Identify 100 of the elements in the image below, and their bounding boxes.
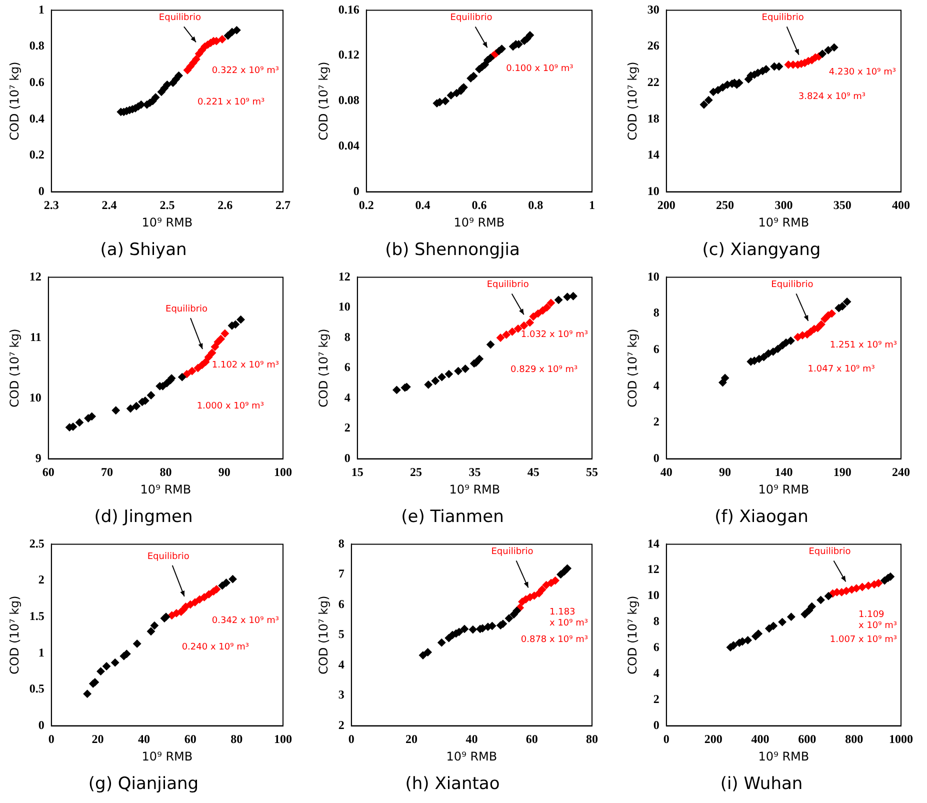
y-tick-label: 6 [653, 342, 660, 356]
x-axis-title: 10⁹ RMB [140, 482, 192, 497]
x-tick-label: 400 [892, 198, 910, 212]
y-axis-title: COD (10⁷ kg) [625, 596, 640, 674]
annotation: Equilibrio [486, 280, 530, 290]
x-axis-title: 10⁹ RMB [758, 216, 810, 230]
x-tick-label: 35 [468, 465, 481, 480]
y-axis-title: COD (10⁷ kg) [316, 596, 330, 674]
y-tick-label: 18 [647, 111, 660, 126]
y-axis-title: COD (10⁷ kg) [7, 328, 22, 408]
y-tick-label: 0 [38, 184, 44, 198]
y-tick-label: 14 [647, 536, 660, 550]
x-tick-label: 70 [101, 465, 114, 480]
x-tick-label: 2.4 [102, 198, 117, 212]
x-tick-label: 0.6 [472, 198, 487, 212]
y-tick-label: 12 [647, 562, 660, 576]
y-tick-label: 26 [647, 38, 660, 53]
annotation: Equilibrio [808, 547, 852, 558]
annotation: 3.824 x 10⁹ m³ [798, 92, 866, 102]
y-tick-label: 8 [344, 330, 350, 344]
y-tick-label: 0 [653, 450, 660, 465]
x-tick-label: 0 [663, 732, 670, 746]
y-tick-label: 10 [647, 588, 660, 602]
x-tick-label: 1000 [889, 732, 913, 746]
x-tick-label: 300 [774, 198, 793, 212]
x-tick-label: 45 [527, 465, 540, 480]
y-axis-title: COD (10⁷ kg) [625, 62, 640, 140]
x-tick-label: 80 [160, 465, 172, 480]
x-tick-label: 250 [716, 198, 734, 212]
text: (b) Shennongjia [385, 240, 520, 260]
y-tick-label: 0.8 [29, 38, 44, 53]
x-axis-title: 10⁹ RMB [449, 482, 500, 497]
y-tick-label: 0 [38, 718, 44, 732]
annotation: Equilibrio [147, 552, 190, 562]
annotation: Equilibrio [771, 280, 814, 290]
x-tick-label: 2.7 [276, 198, 290, 212]
y-tick-label: 8 [653, 306, 660, 320]
x-tick-label: 90 [218, 465, 230, 480]
x-tick-label: 240 [892, 465, 910, 480]
y-tick-label: 0.04 [338, 138, 360, 152]
annotation: Equilibrio [166, 304, 208, 314]
y-tick-label: 2 [653, 692, 660, 706]
text: (i) Wuhan [720, 774, 803, 794]
x-tick-label: 190 [833, 465, 852, 480]
text: (h) Xiantao [405, 774, 500, 794]
y-tick-label: 12 [29, 269, 42, 284]
y-tick-label: 10 [338, 300, 350, 314]
x-axis-title: 10⁹ RMB [454, 216, 505, 230]
annotation: 0.829 x 10⁹ m³ [510, 365, 578, 376]
x-tick-label: 100 [274, 465, 292, 480]
x-tick-label: 400 [751, 732, 770, 746]
y-tick-label: 0.6 [29, 74, 44, 89]
annotation: 1.000 x 10⁹ m³ [196, 401, 264, 412]
text: (f) Xiaogan [714, 507, 808, 528]
y-tick-label: 2 [344, 420, 350, 435]
y-tick-label: 10 [647, 269, 660, 284]
y-tick-label: 30 [647, 2, 660, 16]
annotation: 0.100 x 10⁹ m³ [506, 64, 574, 74]
x-tick-label: 80 [230, 732, 243, 746]
x-tick-label: 600 [798, 732, 816, 746]
text: (g) Qianjiang [88, 774, 199, 794]
x-tick-label: 90 [719, 465, 732, 480]
x-tick-label: 0.2 [358, 198, 374, 212]
y-tick-label: 4 [338, 657, 344, 672]
y-tick-label: 0.5 [29, 682, 44, 696]
y-tick-label: 6 [344, 360, 350, 374]
y-tick-label: 0 [653, 718, 660, 732]
y-tick-label: 0.16 [338, 2, 360, 16]
y-tick-label: 2.5 [29, 536, 44, 550]
x-tick-label: 40 [138, 732, 150, 746]
x-tick-label: 2.6 [218, 198, 233, 212]
x-tick-label: 60 [526, 732, 538, 746]
annotation: 4.230 x 10⁹ m³ [828, 67, 896, 78]
y-tick-label: 1 [38, 645, 44, 660]
x-tick-label: 140 [774, 465, 793, 480]
annotation: Equilibrio [491, 547, 534, 558]
y-axis-title: COD (10⁷ kg) [316, 328, 330, 408]
annotation: 0.342 x 10⁹ m³ [212, 616, 280, 626]
x-tick-label: 40 [466, 732, 478, 746]
y-tick-label: 12 [338, 269, 350, 284]
x-tick-label: 0.8 [528, 198, 544, 212]
y-tick-label: 4 [653, 378, 660, 392]
y-tick-label: 9 [35, 450, 42, 465]
text: (a) Shiyan [100, 240, 187, 260]
x-tick-label: 2.3 [44, 198, 59, 212]
x-tick-label: 25 [410, 465, 422, 480]
x-tick-label: 80 [586, 732, 598, 746]
y-tick-label: 0.12 [338, 48, 360, 62]
annotation: Equilibrio [450, 13, 493, 24]
x-tick-label: 1 [589, 198, 595, 212]
x-axis-title: 10⁹ RMB [758, 482, 810, 497]
y-tick-label: 11 [30, 330, 42, 344]
x-tick-label: 40 [660, 465, 672, 480]
x-tick-label: 200 [657, 198, 676, 212]
x-tick-label: 60 [42, 465, 54, 480]
y-tick-label: 2 [653, 414, 660, 429]
text: (e) Tianmen [401, 507, 504, 528]
text: (d) Jingmen [94, 507, 193, 528]
y-tick-label: 1 [38, 2, 44, 16]
y-tick-label: 0.4 [29, 111, 44, 126]
